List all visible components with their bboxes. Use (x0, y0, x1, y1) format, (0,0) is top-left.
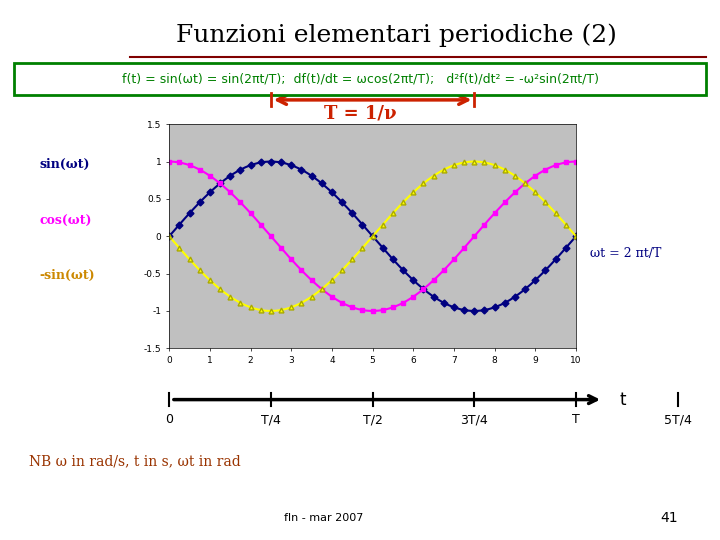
Text: fln - mar 2007: fln - mar 2007 (284, 514, 364, 523)
Text: ωt = 2 πt/T: ωt = 2 πt/T (590, 247, 662, 260)
Text: cos(ωt): cos(ωt) (40, 215, 92, 228)
Text: T/4: T/4 (261, 413, 281, 426)
Text: Funzioni elementari periodiche (2): Funzioni elementari periodiche (2) (176, 23, 616, 47)
Text: NB ω in rad/s, t in s, ωt in rad: NB ω in rad/s, t in s, ωt in rad (29, 455, 240, 469)
Text: f(t) = sin(ωt) = sin(2πt/T);  df(t)/dt = ωcos(2πt/T);   d²f(t)/dt² = -ω²sin(2πt/: f(t) = sin(ωt) = sin(2πt/T); df(t)/dt = … (122, 72, 598, 85)
Text: sin(ωt): sin(ωt) (40, 158, 90, 171)
Text: -sin(ωt): -sin(ωt) (40, 269, 95, 282)
Text: T/2: T/2 (363, 413, 382, 426)
Text: 41: 41 (661, 511, 678, 525)
Text: t: t (619, 390, 626, 409)
Text: 0: 0 (165, 413, 174, 426)
Text: T: T (572, 413, 580, 426)
Text: 5T/4: 5T/4 (664, 413, 692, 426)
Text: 3T/4: 3T/4 (460, 413, 488, 426)
Text: T = 1/ν: T = 1/ν (324, 104, 396, 123)
